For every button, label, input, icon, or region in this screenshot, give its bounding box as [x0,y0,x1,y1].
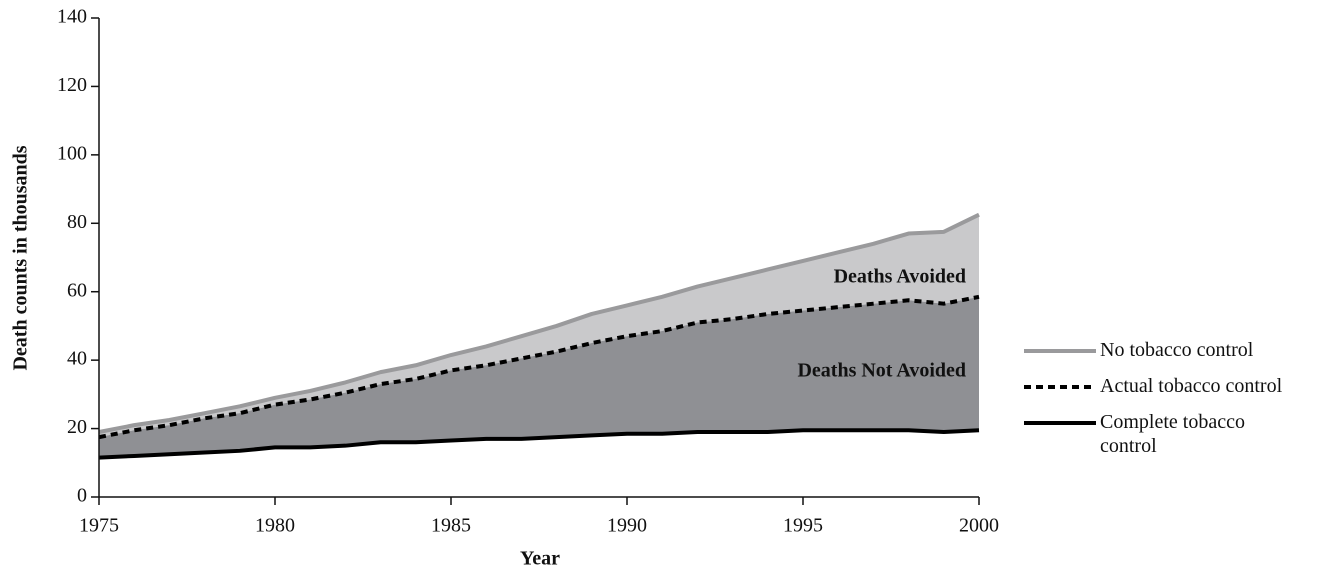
legend-swatch [1024,349,1096,353]
y-tick-label: 140 [57,6,87,28]
y-tick-label: 0 [77,485,87,507]
x-tick-label: 1995 [783,515,823,537]
y-tick-label: 40 [67,348,87,370]
x-axis-label: Year [520,548,560,570]
annotation: Deaths Avoided [834,266,966,288]
x-tick-label: 2000 [959,515,999,537]
y-tick-label: 120 [57,74,87,96]
y-axis-label: Death counts in thousands [10,145,32,370]
legend-item: No tobacco control [1022,338,1298,362]
legend-label: Complete tobacco control [1100,411,1245,457]
legend-item: Actual tobacco control [1022,374,1298,398]
legend-item: Complete tobacco control [1022,410,1298,458]
y-tick-label: 80 [67,211,87,233]
legend-swatch [1024,421,1096,425]
x-tick-label: 1980 [255,515,295,537]
y-tick-label: 60 [67,279,87,301]
series-line [98,294,980,440]
y-tick-label: 100 [57,142,87,164]
annotation: Deaths Not Avoided [797,360,966,382]
x-tick-label: 1985 [431,515,471,537]
series-line [98,212,980,434]
x-tick-label: 1975 [79,515,119,537]
legend-label: No tobacco control [1100,339,1254,361]
legend-label: Actual tobacco control [1100,375,1283,397]
chart: Year Death counts in thousands 0 20 40 60 80… [10,6,999,570]
area [99,296,979,458]
x-tick-label: 1990 [607,515,647,537]
legend-swatch [1024,385,1096,389]
series-line [98,428,980,460]
legend: No tobacco control Actual tobacco control… [1022,338,1298,470]
y-tick-label: 20 [67,416,87,438]
